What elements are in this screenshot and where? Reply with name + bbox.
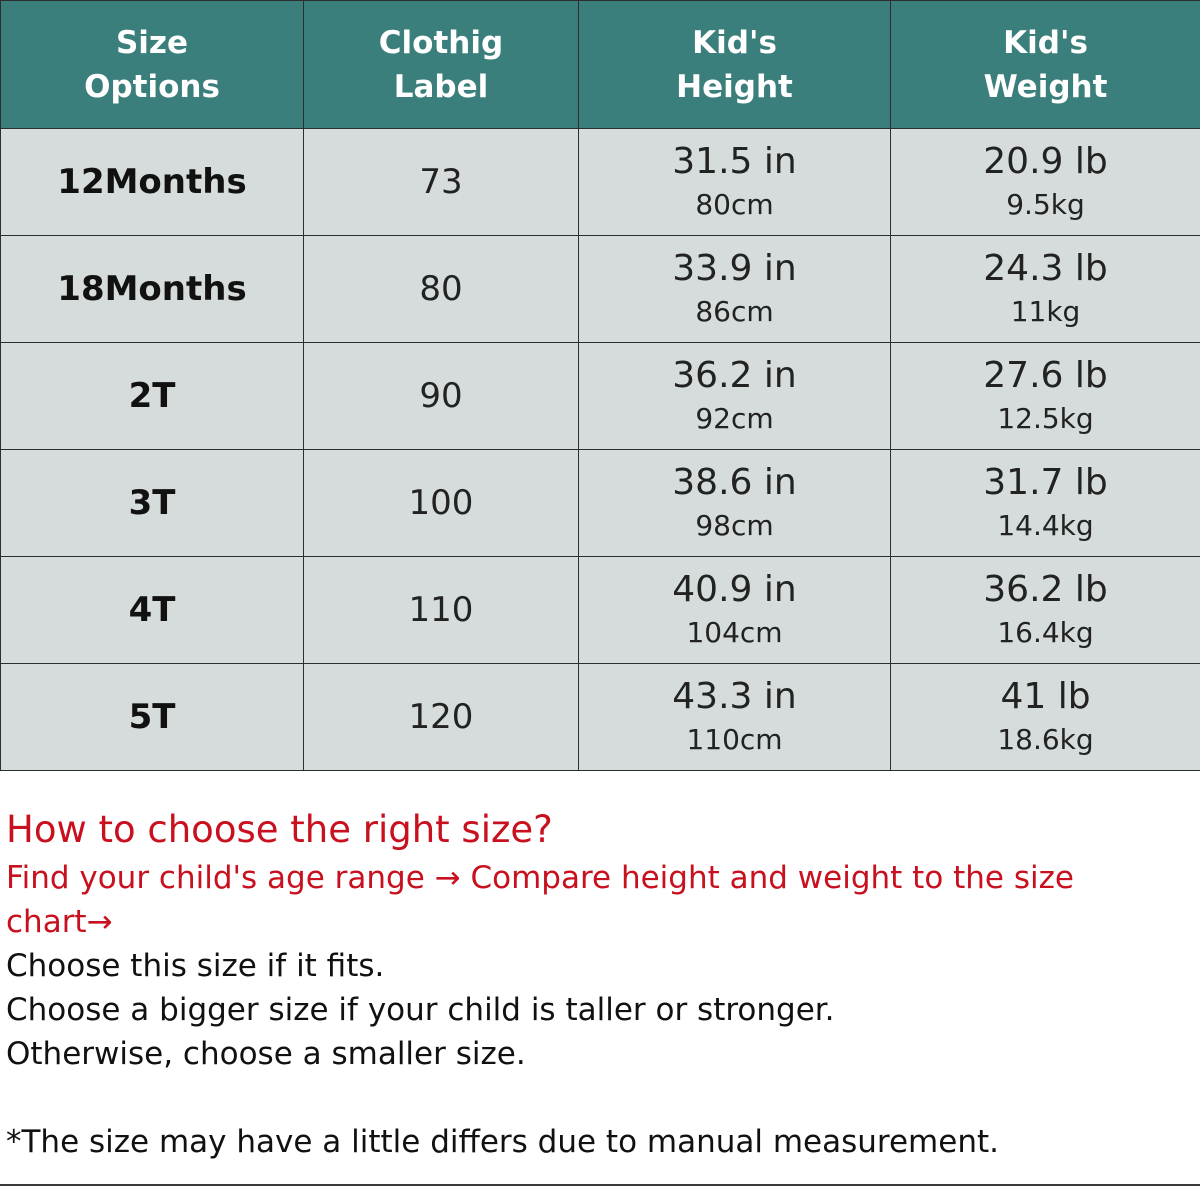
notes-step-line: chart→ — [6, 904, 113, 940]
weight-lb: 41 lb — [1000, 676, 1091, 717]
table-row: 4T 110 40.9 in 104cm 36.2 lb 16.4kg — [0, 556, 1200, 664]
height-cell: 43.3 in 110cm — [578, 663, 891, 771]
height-cm: 92cm — [695, 402, 774, 435]
weight-cell: 24.3 lb 11kg — [890, 235, 1200, 343]
weight-kg: 16.4kg — [997, 616, 1094, 649]
weight-cell: 31.7 lb 14.4kg — [890, 449, 1200, 557]
weight-kg: 9.5kg — [1006, 188, 1085, 221]
height-cell: 31.5 in 80cm — [578, 128, 891, 236]
height-cm: 80cm — [695, 188, 774, 221]
height-cm: 86cm — [695, 295, 774, 328]
clothing-label-cell: 80 — [303, 235, 579, 343]
notes-disclaimer: *The size may have a little differs due … — [6, 1124, 999, 1160]
height-cell: 40.9 in 104cm — [578, 556, 891, 664]
height-inches: 36.2 in — [672, 355, 797, 396]
height-cell: 38.6 in 98cm — [578, 449, 891, 557]
header-size-options: Size Options — [0, 0, 304, 129]
table-row: 3T 100 38.6 in 98cm 31.7 lb 14.4kg — [0, 449, 1200, 557]
notes-step-line: Find your child's age range → Compare he… — [6, 860, 1074, 896]
height-cm: 98cm — [695, 509, 774, 542]
notes-heading: How to choose the right size? — [6, 808, 553, 851]
table-row: 2T 90 36.2 in 92cm 27.6 lb 12.5kg — [0, 342, 1200, 450]
size-chart-table: Size Options Clothig Label Kid's Height … — [0, 0, 1200, 771]
weight-kg: 18.6kg — [997, 723, 1094, 756]
weight-lb: 20.9 lb — [983, 141, 1108, 182]
weight-kg: 12.5kg — [997, 402, 1094, 435]
weight-cell: 41 lb 18.6kg — [890, 663, 1200, 771]
weight-cell: 36.2 lb 16.4kg — [890, 556, 1200, 664]
height-cell: 36.2 in 92cm — [578, 342, 891, 450]
clothing-label-cell: 100 — [303, 449, 579, 557]
size-option-cell: 18Months — [0, 235, 304, 343]
height-inches: 40.9 in — [672, 569, 797, 610]
weight-lb: 31.7 lb — [983, 462, 1108, 503]
notes-advice-line: Choose a bigger size if your child is ta… — [6, 992, 835, 1028]
table-row: 18Months 80 33.9 in 86cm 24.3 lb 11kg — [0, 235, 1200, 343]
clothing-label-cell: 90 — [303, 342, 579, 450]
weight-cell: 27.6 lb 12.5kg — [890, 342, 1200, 450]
height-inches: 43.3 in — [672, 676, 797, 717]
table-row: 5T 120 43.3 in 110cm 41 lb 18.6kg — [0, 663, 1200, 771]
weight-kg: 11kg — [1010, 295, 1081, 328]
clothing-label-cell: 120 — [303, 663, 579, 771]
weight-lb: 24.3 lb — [983, 248, 1108, 289]
size-option-cell: 3T — [0, 449, 304, 557]
size-option-cell: 2T — [0, 342, 304, 450]
height-inches: 33.9 in — [672, 248, 797, 289]
notes-advice-line: Otherwise, choose a smaller size. — [6, 1036, 526, 1072]
size-option-cell: 4T — [0, 556, 304, 664]
header-kids-height: Kid's Height — [578, 0, 891, 129]
size-option-cell: 5T — [0, 663, 304, 771]
bottom-divider — [0, 1184, 1200, 1186]
header-clothing-label: Clothig Label — [303, 0, 579, 129]
height-inches: 31.5 in — [672, 141, 797, 182]
height-inches: 38.6 in — [672, 462, 797, 503]
height-cell: 33.9 in 86cm — [578, 235, 891, 343]
height-cm: 110cm — [686, 723, 783, 756]
weight-kg: 14.4kg — [997, 509, 1094, 542]
weight-lb: 27.6 lb — [983, 355, 1108, 396]
height-cm: 104cm — [686, 616, 783, 649]
size-guide-notes: How to choose the right size? Find your … — [6, 804, 1191, 1164]
table-row: 12Months 73 31.5 in 80cm 20.9 lb 9.5kg — [0, 128, 1200, 236]
notes-advice-line: Choose this size if it fits. — [6, 948, 385, 984]
weight-cell: 20.9 lb 9.5kg — [890, 128, 1200, 236]
clothing-label-cell: 110 — [303, 556, 579, 664]
table-header-row: Size Options Clothig Label Kid's Height … — [0, 0, 1200, 129]
weight-lb: 36.2 lb — [983, 569, 1108, 610]
header-kids-weight: Kid's Weight — [890, 0, 1200, 129]
clothing-label-cell: 73 — [303, 128, 579, 236]
size-option-cell: 12Months — [0, 128, 304, 236]
